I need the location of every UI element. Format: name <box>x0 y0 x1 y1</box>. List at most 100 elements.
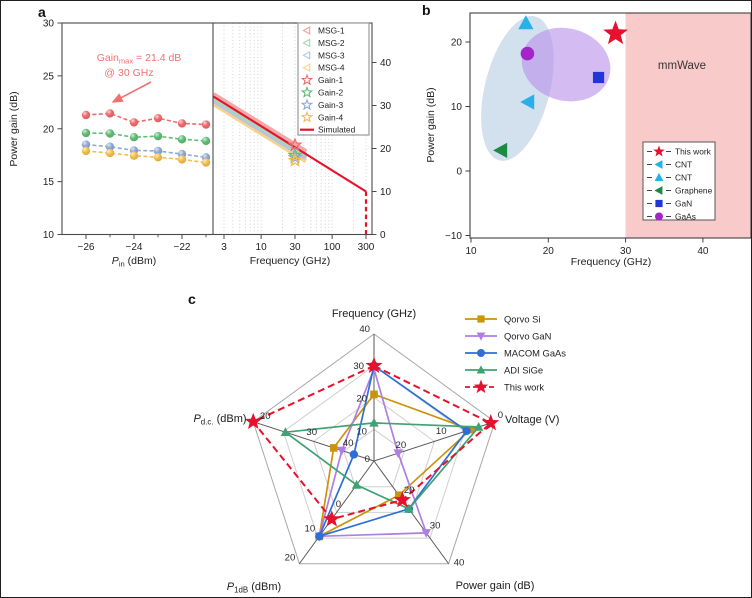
c-datapoint <box>365 356 383 374</box>
panel-b: mmWave 10 20 30 40 −10 0 10 20 Power gain (dB) Fre… <box>425 12 751 268</box>
a-datapoint <box>153 153 163 162</box>
b-ytick-label: −10 <box>445 231 462 242</box>
a-datapoint <box>129 151 139 160</box>
b-legend-marker <box>653 145 665 157</box>
a-legend-label: Simulated <box>318 125 356 135</box>
b-ytick-label: 0 <box>456 167 462 178</box>
c-datapoint <box>329 444 338 452</box>
c-legend-marker <box>476 332 486 341</box>
c-datapoint <box>421 529 432 538</box>
a-ytick-label: 10 <box>43 230 55 241</box>
c-legend-label: This work <box>504 382 544 393</box>
c-axis-tick-label: 40 <box>454 558 465 569</box>
b-xlabel: Frequency (GHz) <box>571 256 652 268</box>
c-grid-ring <box>313 396 435 513</box>
a-xtick-label: −22 <box>174 242 191 253</box>
c-series-polygon <box>283 422 481 510</box>
a-datapoint <box>201 120 211 129</box>
b-legend-box <box>642 141 716 221</box>
c-axis-tick-label: 20 <box>260 411 271 422</box>
a-datapoint <box>81 110 91 120</box>
a-annotation-arrow <box>111 81 152 103</box>
b-datapoint <box>518 15 534 30</box>
c-axis-title: P1dB (dBm) <box>227 581 281 595</box>
a-freq-tick-label: 30 <box>289 242 301 253</box>
a-datapoint <box>177 155 187 164</box>
a-msg-line <box>212 92 308 154</box>
a-gain-star <box>287 149 303 164</box>
b-legend-marker <box>655 212 663 221</box>
a-gain-star <box>287 152 303 167</box>
c-datapoint <box>395 491 403 500</box>
a-xlabel-pin: Pin (dBm) <box>112 255 156 269</box>
c-axis-tick-label: 20 <box>285 553 296 564</box>
c-series-polygon <box>318 393 473 538</box>
a-legend-marker <box>300 98 314 111</box>
b-legend-label: CNT <box>675 160 692 170</box>
a-datapoint <box>153 146 163 156</box>
c-axis-tick-label: 0 <box>498 410 503 421</box>
b-xtick-label: 40 <box>697 246 709 257</box>
b-datapoint <box>603 20 628 45</box>
c-datapoint <box>244 412 262 430</box>
c-datapoint <box>473 421 484 431</box>
b-xtick-label: 20 <box>543 246 555 257</box>
c-legend-marker <box>477 349 485 357</box>
c-legend-marker <box>476 365 486 374</box>
a-datapoint <box>81 146 91 156</box>
a-datapoint <box>105 109 115 118</box>
a-pin-series-line <box>85 150 207 164</box>
c-legend-marker <box>477 315 485 323</box>
c-datapoint <box>351 479 362 489</box>
c-series-polygon <box>318 366 428 538</box>
a-legend-label: Gain-1 <box>318 75 343 85</box>
a-legend-marker <box>302 26 311 35</box>
a-datapoint <box>105 142 115 151</box>
c-legend-marker <box>473 379 489 394</box>
b-legend-label: GaAs <box>675 212 696 222</box>
c-axis-spoke <box>373 421 495 462</box>
a-legend-marker <box>300 85 314 98</box>
c-axis-tick-label: 10 <box>305 524 316 535</box>
a-ylabel: Power gain (dB) <box>8 91 20 166</box>
b-datapoint <box>592 71 605 84</box>
b-datapoint <box>520 94 535 110</box>
a-datapoint <box>177 119 187 128</box>
a-legend-label: Gain-2 <box>318 88 343 98</box>
b-xtick-label: 30 <box>620 246 632 257</box>
b-datapoint <box>493 142 508 158</box>
a-datapoint <box>81 140 91 149</box>
c-datapoint <box>404 503 414 513</box>
a-legend-marker <box>300 110 314 123</box>
a-ytick-label: 25 <box>43 71 55 82</box>
c-legend-label: Qorvo GaN <box>504 331 551 342</box>
a-legend-marker <box>302 50 311 60</box>
a-ytick-label: 20 <box>43 124 55 135</box>
b-datapoint <box>520 46 535 61</box>
c-series-polygon <box>251 364 493 521</box>
c-axis-title: Pd.c. (dBm) <box>193 413 246 427</box>
a-legend-label: MSG-4 <box>318 63 345 73</box>
b-cluster-ellipse <box>521 27 611 102</box>
b-legend-marker <box>654 172 664 181</box>
b-legend-marker <box>655 199 663 208</box>
a-msg-line <box>212 98 308 160</box>
a-msg-line <box>212 101 308 163</box>
panel-c-label: c <box>188 291 196 307</box>
a-xtick-label: −26 <box>78 242 95 253</box>
c-axis-title: Power gain (dB) <box>456 580 535 592</box>
c-axis-spoke <box>298 460 375 565</box>
c-axis-tick-label: 30 <box>353 361 364 372</box>
a-pin-series-line <box>85 143 207 159</box>
a-annotation-line1: Gainmax = 21.4 dB <box>97 52 182 66</box>
a-legend-marker <box>300 73 314 86</box>
c-grid-ring <box>252 333 496 565</box>
a-datapoint <box>129 133 139 142</box>
a-datapoint <box>105 148 115 158</box>
c-datapoint <box>349 450 359 459</box>
a-annotation-line2: @ 30 GHz <box>104 67 153 79</box>
a-legend-label: Gain-3 <box>318 100 343 110</box>
b-legend-label: GaN <box>675 199 692 209</box>
